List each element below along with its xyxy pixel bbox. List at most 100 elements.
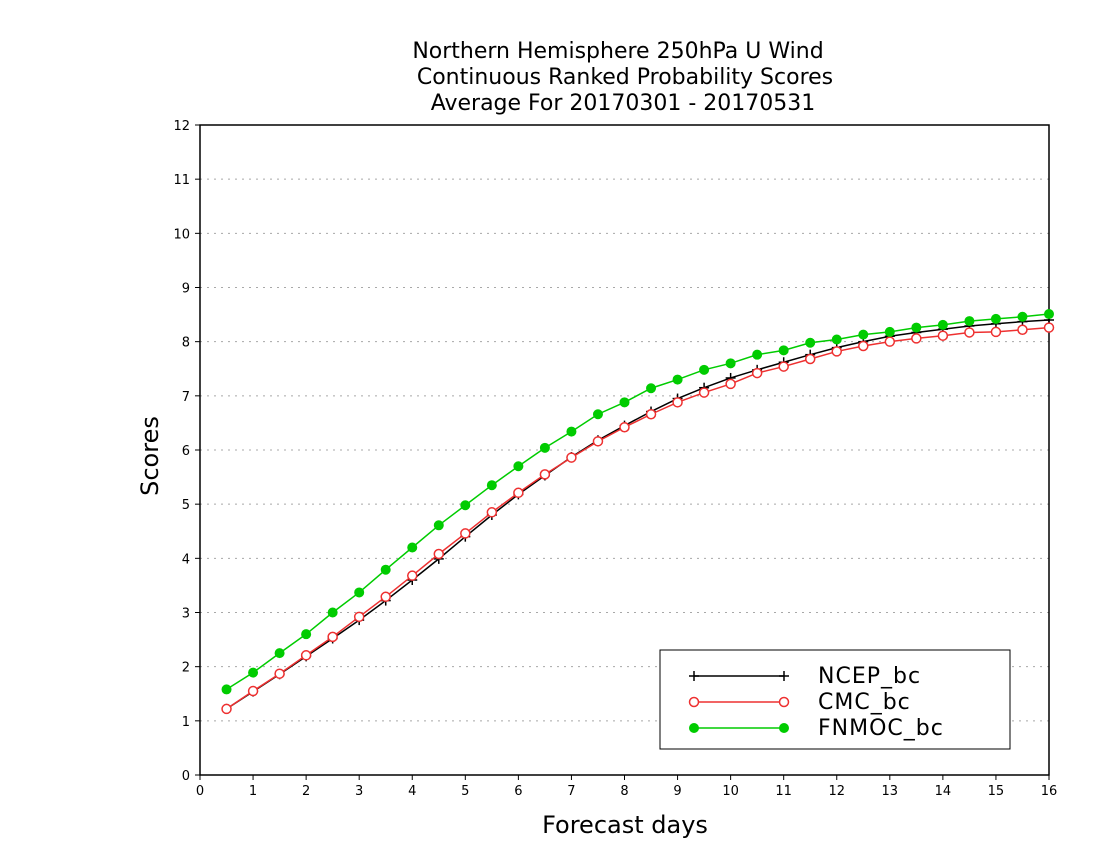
point-cmc-bc-25 xyxy=(884,336,896,347)
x-tick-label-4: 4 xyxy=(408,784,416,799)
point-fnmoc-bc-7 xyxy=(407,542,418,553)
point-fnmoc-bc-14 xyxy=(592,409,603,420)
point-cmc-bc-20 xyxy=(751,367,763,379)
y-tick-label-2: 2 xyxy=(182,661,190,676)
y-tick-label-1: 1 xyxy=(182,715,190,730)
x-tick-label-8: 8 xyxy=(620,784,628,799)
y-tick-label-7: 7 xyxy=(182,390,190,405)
y-tick-label-10: 10 xyxy=(173,227,190,242)
y-tick-label-5: 5 xyxy=(182,498,190,513)
point-fnmoc-bc-28 xyxy=(964,316,975,327)
point-fnmoc-bc-23 xyxy=(831,334,842,345)
point-cmc-bc-6 xyxy=(380,591,391,603)
x-axis-title: Forecast days xyxy=(542,811,708,839)
point-fnmoc-bc-24 xyxy=(858,329,869,340)
y-axis-title: Scores xyxy=(136,416,164,496)
point-fnmoc-bc-26 xyxy=(911,322,922,333)
point-cmc-bc-22 xyxy=(804,353,816,365)
point-fnmoc-bc-6 xyxy=(380,564,391,575)
point-fnmoc-bc-4 xyxy=(327,607,338,618)
x-tick-label-2: 2 xyxy=(302,784,310,799)
y-tick-label-0: 0 xyxy=(182,769,190,784)
series-fnmoc-bc xyxy=(221,309,1054,695)
y-tick-label-11: 11 xyxy=(173,173,190,188)
x-tick-label-6: 6 xyxy=(514,784,522,799)
point-cmc-bc-26 xyxy=(911,333,922,344)
point-fnmoc-bc-30 xyxy=(1017,311,1028,322)
legend-label-cmc: CMC_bc xyxy=(818,690,911,715)
series-line-fnmoc-bc xyxy=(226,313,1050,691)
legend-marker-left-ncep-bc xyxy=(689,671,699,681)
x-tick-label-5: 5 xyxy=(461,784,469,799)
point-fnmoc-bc-13 xyxy=(566,426,577,437)
point-cmc-bc-3 xyxy=(300,650,312,661)
chart-title: Northern Hemisphere 250hPa U Wind Contin… xyxy=(412,39,833,116)
point-cmc-bc-14 xyxy=(592,436,604,447)
legend-marker-left-fnmoc-bc xyxy=(689,723,699,733)
point-cmc-bc-15 xyxy=(619,422,630,433)
x-tick-label-0: 0 xyxy=(196,784,204,799)
title-line-3: Average For 20170301 - 20170531 xyxy=(431,91,816,116)
point-fnmoc-bc-15 xyxy=(619,397,630,408)
point-cmc-bc-19 xyxy=(725,378,736,390)
legend-marker-right-cmc-bc xyxy=(778,696,790,708)
x-tick-label-7: 7 xyxy=(567,784,575,799)
legend-marker-right-fnmoc-bc xyxy=(779,723,789,733)
legend-samples xyxy=(688,671,790,733)
x-tick-label-10: 10 xyxy=(722,784,739,799)
series-cmc-bc xyxy=(221,322,1055,715)
y-tick-label-6: 6 xyxy=(182,444,190,459)
legend-marker-left-cmc-bc xyxy=(688,696,700,708)
point-cmc-bc-24 xyxy=(858,340,869,352)
point-fnmoc-bc-12 xyxy=(539,442,550,453)
x-tick-label-1: 1 xyxy=(249,784,257,799)
y-tick-label-4: 4 xyxy=(182,552,190,567)
point-fnmoc-bc-10 xyxy=(486,480,497,491)
point-cmc-bc-0 xyxy=(221,703,232,715)
point-fnmoc-bc-21 xyxy=(778,345,789,356)
series-layer xyxy=(221,309,1055,715)
point-cmc-bc-18 xyxy=(698,387,710,398)
point-fnmoc-bc-0 xyxy=(221,684,232,695)
point-fnmoc-bc-27 xyxy=(937,319,948,330)
y-tick-label-9: 9 xyxy=(182,282,190,297)
point-fnmoc-bc-9 xyxy=(460,500,471,511)
point-fnmoc-bc-20 xyxy=(752,349,763,360)
point-cmc-bc-12 xyxy=(539,469,551,480)
point-fnmoc-bc-22 xyxy=(805,337,816,348)
legend-marker-right-ncep-bc xyxy=(779,671,789,681)
title-line-2: Continuous Ranked Probability Scores xyxy=(417,65,833,90)
point-cmc-bc-5 xyxy=(353,611,365,623)
point-cmc-bc-23 xyxy=(831,346,842,357)
x-tick-label-9: 9 xyxy=(673,784,681,799)
x-tick-label-14: 14 xyxy=(935,784,952,799)
x-tick-label-3: 3 xyxy=(355,784,363,799)
point-fnmoc-bc-2 xyxy=(274,648,285,659)
point-cmc-bc-21 xyxy=(778,361,789,372)
point-fnmoc-bc-18 xyxy=(699,364,710,375)
point-fnmoc-bc-17 xyxy=(672,374,683,385)
legend-label-fnmoc: FNMOC_bc xyxy=(818,716,944,741)
point-cmc-bc-1 xyxy=(247,685,259,697)
point-cmc-bc-27 xyxy=(937,330,949,341)
x-tick-label-16: 16 xyxy=(1041,784,1058,799)
point-cmc-bc-11 xyxy=(513,487,524,499)
y-tick-label-3: 3 xyxy=(182,607,190,622)
point-cmc-bc-10 xyxy=(486,507,498,518)
x-tick-label-12: 12 xyxy=(828,784,845,799)
legend-box xyxy=(659,649,1011,750)
legend: NCEP_bc CMC_bc FNMOC_bc xyxy=(659,649,1011,750)
legend-label-ncep: NCEP_bc xyxy=(818,664,921,689)
point-cmc-bc-2 xyxy=(274,668,285,679)
point-cmc-bc-13 xyxy=(566,452,577,463)
point-fnmoc-bc-8 xyxy=(433,520,444,531)
point-cmc-bc-29 xyxy=(990,326,1002,338)
point-cmc-bc-28 xyxy=(964,327,975,338)
point-cmc-bc-4 xyxy=(327,631,338,643)
x-tick-label-13: 13 xyxy=(882,784,899,799)
point-fnmoc-bc-1 xyxy=(248,667,259,678)
point-cmc-bc-31 xyxy=(1043,322,1055,333)
point-fnmoc-bc-29 xyxy=(990,313,1001,324)
point-cmc-bc-9 xyxy=(460,528,471,539)
x-tick-label-11: 11 xyxy=(775,784,792,799)
